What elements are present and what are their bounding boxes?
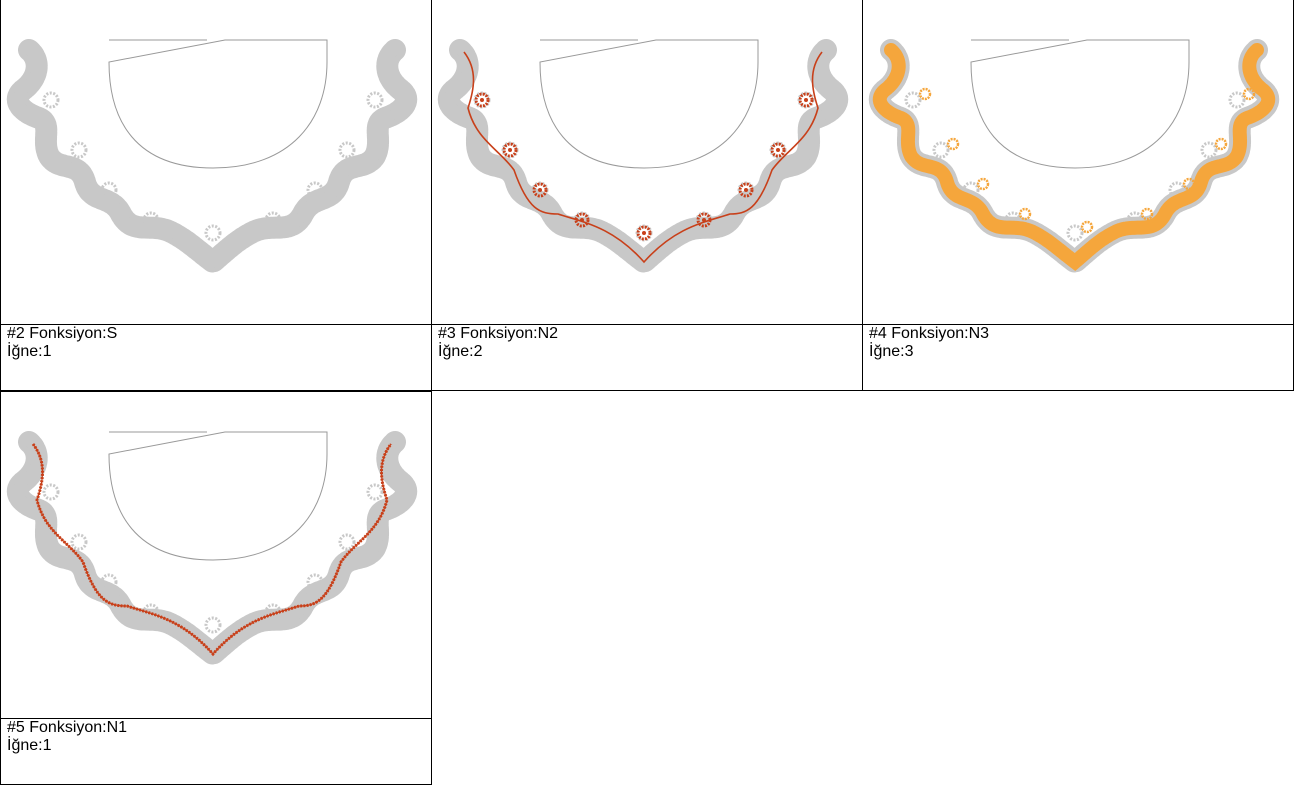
inner-edge-stitch — [31, 443, 393, 657]
stitched-flower — [532, 182, 548, 198]
stitched-flower — [574, 212, 590, 228]
needle-label: İğne:1 — [7, 343, 52, 360]
lace-flower — [338, 533, 356, 551]
needle-label: İğne:3 — [869, 343, 914, 360]
neckline-outline — [108, 39, 328, 169]
stitched-flower — [502, 142, 518, 158]
design-panel-3[interactable]: #3 Fonksiyon:N2 İğne:2 — [431, 0, 863, 391]
lace-flower — [1228, 91, 1246, 109]
stitched-flower — [1214, 137, 1228, 151]
design-preview — [6, 39, 418, 277]
lace-flower — [204, 224, 222, 242]
lace-flower — [100, 181, 118, 199]
stitched-flower — [1182, 177, 1196, 191]
design-preview — [437, 39, 849, 277]
stitched-flower — [918, 87, 932, 101]
flower-center — [804, 98, 808, 102]
flower-center — [580, 218, 584, 222]
lace-flower — [1200, 141, 1218, 159]
flower-center — [538, 188, 542, 192]
lace-flower — [142, 603, 160, 621]
stitched-flower — [976, 177, 990, 191]
neckline-outline — [970, 39, 1190, 169]
panel-caption: #5 Fonksiyon:N1 İğne:1 — [1, 718, 431, 784]
function-label: #3 Fonksiyon:N2 — [438, 325, 559, 342]
function-label: #5 Fonksiyon:N1 — [7, 719, 128, 736]
panel-caption: #2 Fonksiyon:S İğne:1 — [1, 324, 431, 390]
design-panel-4[interactable]: #4 Fonksiyon:N3 İğne:3 — [862, 0, 1294, 391]
lace-flower — [70, 141, 88, 159]
lace-flower — [306, 573, 324, 591]
stitched-flower — [1080, 220, 1094, 234]
stitched-flower — [738, 182, 754, 198]
flower-center — [642, 231, 646, 235]
needle-label: İğne:1 — [7, 737, 52, 754]
lace-flower — [306, 181, 324, 199]
flower-center — [480, 98, 484, 102]
stitched-flower — [696, 212, 712, 228]
panel-caption: #4 Fonksiyon:N3 İğne:3 — [863, 324, 1293, 390]
lace-flower — [42, 91, 60, 109]
stitched-flower — [1140, 207, 1154, 221]
lace-flower — [904, 91, 922, 109]
lace-flower — [932, 141, 950, 159]
flower-center — [702, 218, 706, 222]
neckline-outline — [108, 431, 328, 561]
panel-caption: #3 Fonksiyon:N2 İğne:2 — [432, 324, 862, 390]
lace-flower — [338, 141, 356, 159]
stitched-flower — [474, 92, 490, 108]
lace-flower — [264, 211, 282, 229]
lace-flower — [1066, 224, 1084, 242]
lace-flower — [204, 616, 222, 634]
lace-flower — [42, 483, 60, 501]
lace-band-core — [12, 45, 412, 269]
design-panel-2[interactable]: #2 Fonksiyon:S İğne:1 — [0, 0, 432, 391]
stitched-lace-core — [876, 47, 1272, 266]
stitched-flower — [798, 92, 814, 108]
lace-flower — [100, 573, 118, 591]
flower-center — [776, 148, 780, 152]
lace-flower — [366, 483, 384, 501]
design-preview — [868, 39, 1280, 277]
stitched-flower — [946, 137, 960, 151]
needle-label: İğne:2 — [438, 343, 483, 360]
neckline-outline — [539, 39, 759, 169]
stitched-flower — [1242, 87, 1256, 101]
flower-center — [508, 148, 512, 152]
stitched-flower — [1018, 207, 1032, 221]
lace-flower — [142, 211, 160, 229]
design-panel-5[interactable]: #5 Fonksiyon:N1 İğne:1 — [0, 391, 432, 785]
stitched-flower — [636, 225, 652, 241]
design-preview — [6, 431, 418, 669]
function-label: #4 Fonksiyon:N3 — [869, 325, 990, 342]
run-stitch-outline — [463, 51, 823, 264]
lace-flower — [70, 533, 88, 551]
flower-center — [744, 188, 748, 192]
inner-edge-line — [32, 443, 392, 655]
stitched-flower — [770, 142, 786, 158]
lace-flower — [366, 91, 384, 109]
function-label: #2 Fonksiyon:S — [7, 325, 118, 342]
